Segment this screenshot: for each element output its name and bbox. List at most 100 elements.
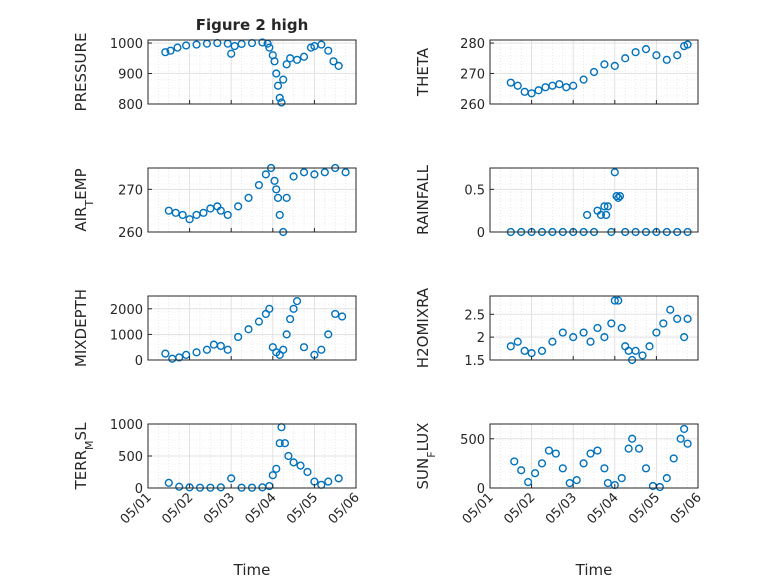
x-tick-label: 05/05 bbox=[626, 490, 663, 527]
data-point bbox=[603, 202, 612, 211]
y-tick-label: 270 bbox=[460, 68, 485, 83]
data-point bbox=[227, 474, 236, 483]
data-point bbox=[683, 314, 692, 323]
data-point bbox=[662, 474, 671, 483]
data-point bbox=[617, 474, 626, 483]
y-tick-label: 1000 bbox=[110, 328, 143, 343]
data-point bbox=[631, 346, 640, 355]
data-point bbox=[299, 343, 309, 352]
data-point bbox=[593, 446, 602, 455]
y-tick-label: 500 bbox=[118, 450, 143, 465]
data-point bbox=[320, 168, 329, 177]
data-point bbox=[589, 67, 599, 77]
y-tick-label: 2000 bbox=[110, 303, 143, 318]
data-point bbox=[683, 439, 692, 448]
data-point bbox=[555, 80, 564, 89]
data-point bbox=[617, 323, 626, 333]
subplot-theta: 260 270 280 THETA bbox=[414, 37, 699, 113]
axes-box bbox=[147, 295, 357, 361]
data-point bbox=[279, 75, 288, 84]
data-point bbox=[537, 346, 547, 355]
subplot-grid: 800 900 1000 PRESSURE 260 270 280 THETA 260 270 AI… bbox=[72, 33, 705, 528]
subplot-h2omixra: 1.5 2 2.5 H2OMIXRA bbox=[414, 287, 699, 369]
data-point bbox=[610, 296, 619, 305]
x-tick-label: 05/06 bbox=[326, 490, 363, 527]
data-point bbox=[273, 193, 283, 202]
data-point bbox=[185, 215, 194, 224]
data-point bbox=[506, 78, 515, 87]
data-point bbox=[270, 176, 279, 185]
data-point bbox=[586, 337, 595, 346]
subplot-rainfall: 0 0.5 RAINFALL bbox=[414, 164, 699, 241]
data-point bbox=[334, 61, 343, 71]
x-tick-label: 05/04 bbox=[585, 490, 622, 527]
y-tick-label: 2.5 bbox=[464, 308, 485, 323]
x-tick-label: 05/05 bbox=[284, 490, 321, 527]
data-point bbox=[216, 483, 225, 492]
x-tick-label: 05/02 bbox=[159, 490, 196, 527]
data-point bbox=[334, 474, 343, 483]
y-axis-label: PRESSURE bbox=[72, 33, 90, 112]
data-point bbox=[303, 467, 312, 477]
x-tick-label: 05/04 bbox=[243, 490, 280, 527]
data-point bbox=[268, 471, 277, 480]
y-tick-label: 800 bbox=[118, 98, 143, 113]
data-point bbox=[234, 202, 243, 211]
data-point bbox=[324, 477, 333, 486]
data-point bbox=[537, 459, 547, 468]
data-point bbox=[628, 434, 637, 443]
data-point bbox=[641, 464, 651, 473]
y-tick-label: 0 bbox=[135, 354, 143, 369]
data-point bbox=[161, 48, 170, 57]
data-point bbox=[669, 454, 678, 463]
data-point bbox=[175, 353, 184, 362]
data-point bbox=[607, 319, 616, 328]
data-point bbox=[161, 349, 170, 358]
data-point bbox=[544, 446, 554, 455]
y-tick-label: 0 bbox=[477, 226, 485, 241]
data-point bbox=[272, 185, 281, 194]
data-point bbox=[579, 75, 588, 84]
data-point bbox=[324, 330, 333, 339]
data-point bbox=[638, 351, 647, 360]
data-point bbox=[600, 202, 609, 211]
subplot-pressure: 800 900 1000 PRESSURE bbox=[72, 33, 357, 113]
data-point bbox=[272, 69, 281, 78]
y-axis-label: THETA bbox=[414, 47, 432, 97]
axes-box bbox=[489, 39, 699, 105]
axes-box bbox=[147, 167, 357, 233]
data-point bbox=[506, 342, 515, 351]
y-tick-label: 1000 bbox=[110, 37, 143, 52]
y-axis-label: SUNFLUX bbox=[414, 423, 438, 490]
data-point bbox=[612, 192, 621, 201]
data-point bbox=[527, 89, 536, 98]
y-tick-label: 0.5 bbox=[464, 183, 485, 198]
data-point bbox=[673, 51, 682, 60]
data-point bbox=[166, 46, 175, 55]
data-point bbox=[296, 461, 305, 470]
data-point bbox=[662, 55, 671, 64]
data-point bbox=[579, 328, 588, 337]
data-point bbox=[621, 54, 630, 63]
data-point bbox=[273, 81, 283, 90]
data-point bbox=[279, 345, 288, 354]
x-tick-label: 05/02 bbox=[501, 490, 538, 527]
data-point bbox=[254, 317, 264, 326]
data-point bbox=[282, 60, 291, 69]
data-point bbox=[230, 41, 239, 51]
data-point bbox=[680, 333, 689, 342]
data-point bbox=[244, 193, 253, 202]
data-point bbox=[270, 57, 279, 66]
x-tick-label: 05/03 bbox=[201, 490, 238, 527]
data-point bbox=[331, 309, 340, 319]
data-point bbox=[659, 319, 668, 328]
data-point bbox=[600, 60, 609, 69]
plot-area bbox=[148, 40, 356, 104]
data-point bbox=[517, 466, 526, 475]
axes-box bbox=[147, 39, 357, 105]
data-point bbox=[299, 52, 309, 61]
axes-box bbox=[489, 423, 699, 489]
data-point bbox=[280, 439, 290, 448]
data-point bbox=[173, 43, 182, 52]
